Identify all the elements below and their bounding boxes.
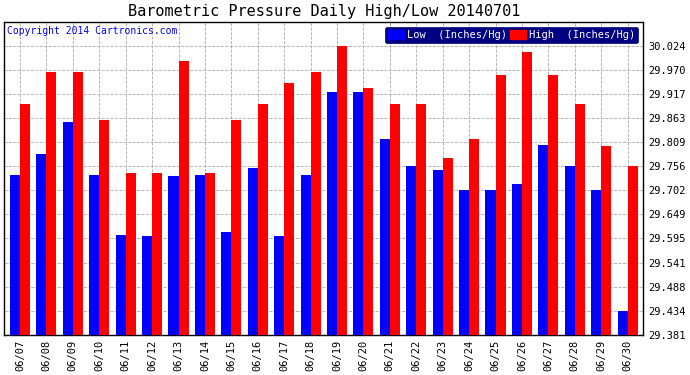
Bar: [89, 175, 99, 335]
Bar: [443, 158, 453, 335]
Bar: [179, 61, 188, 335]
Bar: [486, 190, 495, 335]
Bar: [433, 170, 443, 335]
Bar: [20, 105, 30, 335]
Bar: [73, 72, 83, 335]
Bar: [37, 154, 46, 335]
Bar: [310, 72, 321, 335]
Bar: [564, 166, 575, 335]
Text: Copyright 2014 Cartronics.com: Copyright 2014 Cartronics.com: [8, 26, 178, 36]
Bar: [522, 52, 532, 335]
Bar: [469, 139, 479, 335]
Bar: [416, 105, 426, 335]
Bar: [337, 45, 347, 335]
Bar: [628, 166, 638, 335]
Bar: [258, 105, 268, 335]
Bar: [495, 75, 506, 335]
Bar: [618, 311, 628, 335]
Bar: [248, 168, 258, 335]
Bar: [10, 175, 20, 335]
Bar: [63, 122, 73, 335]
Bar: [591, 190, 601, 335]
Bar: [142, 236, 152, 335]
Bar: [538, 145, 549, 335]
Bar: [601, 146, 611, 335]
Bar: [195, 175, 205, 335]
Bar: [99, 120, 109, 335]
Bar: [231, 120, 241, 335]
Bar: [364, 88, 373, 335]
Bar: [549, 75, 558, 335]
Bar: [152, 173, 162, 335]
Bar: [353, 92, 364, 335]
Bar: [274, 236, 284, 335]
Bar: [390, 105, 400, 335]
Bar: [575, 105, 585, 335]
Bar: [459, 190, 469, 335]
Bar: [284, 83, 294, 335]
Bar: [327, 92, 337, 335]
Bar: [46, 72, 57, 335]
Bar: [116, 236, 126, 335]
Bar: [380, 139, 390, 335]
Legend: Low  (Inches/Hg), High  (Inches/Hg): Low (Inches/Hg), High (Inches/Hg): [385, 27, 638, 43]
Title: Barometric Pressure Daily High/Low 20140701: Barometric Pressure Daily High/Low 20140…: [128, 4, 520, 19]
Bar: [406, 166, 416, 335]
Bar: [205, 173, 215, 335]
Bar: [221, 232, 231, 335]
Bar: [301, 175, 310, 335]
Bar: [126, 173, 136, 335]
Bar: [512, 184, 522, 335]
Bar: [168, 176, 179, 335]
